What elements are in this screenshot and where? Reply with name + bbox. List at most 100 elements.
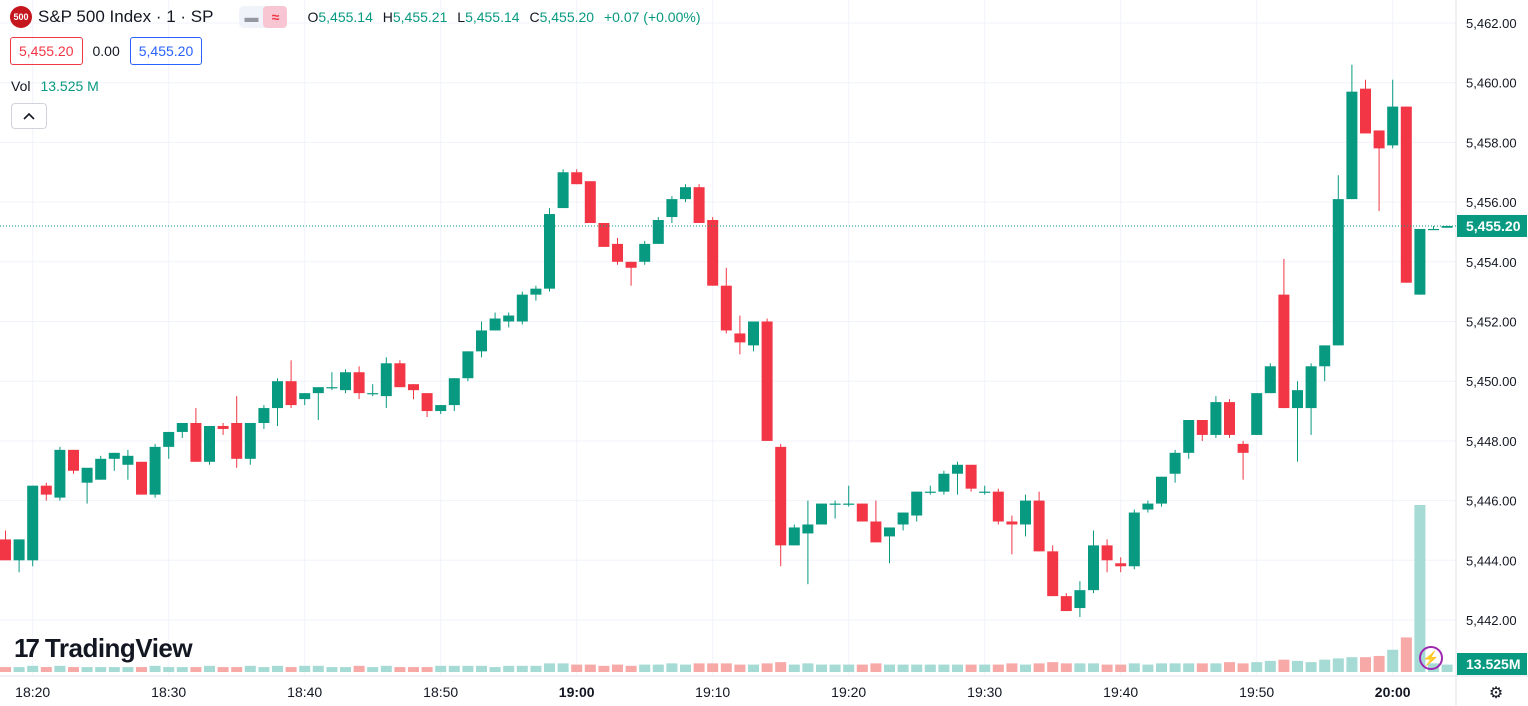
candle-body	[367, 393, 379, 395]
volume-bar	[693, 663, 705, 672]
candle-body	[584, 181, 596, 223]
candle-body	[1278, 294, 1290, 409]
last-price-badge	[1457, 214, 1527, 237]
volume-bar	[1251, 662, 1263, 672]
candle-body	[176, 422, 188, 432]
last-price-label: 5,455.20	[1466, 218, 1521, 234]
y-tick-label: 5,458.00	[1466, 135, 1517, 150]
volume-bar	[557, 663, 569, 672]
candle-body	[1060, 596, 1072, 612]
volume-bar	[272, 665, 283, 672]
volume-value: 13.525 M	[40, 78, 99, 94]
candle-body	[81, 467, 93, 483]
candle-body	[462, 351, 474, 379]
x-tick-label: 18:20	[15, 684, 50, 700]
candle-body	[544, 214, 555, 289]
volume-bar	[1169, 663, 1181, 672]
y-tick-label: 5,462.00	[1466, 16, 1517, 31]
candle-body	[856, 503, 868, 522]
volume-bar	[911, 664, 923, 672]
volume-bar	[149, 665, 161, 672]
tradingview-logo-icon: 17	[14, 633, 40, 663]
tradingview-logo[interactable]: 17 TradingView	[14, 633, 193, 664]
sp500-badge-icon: 500	[10, 6, 32, 28]
candle-body	[1115, 563, 1127, 567]
volume-legend: Vol 13.525 M	[11, 78, 99, 94]
volume-bar	[54, 665, 66, 672]
volume-bar	[1264, 660, 1276, 672]
candle-body	[380, 363, 392, 397]
volume-bar	[95, 667, 107, 672]
x-tick-label: 18:30	[151, 684, 186, 700]
lightning-icon[interactable]: ⚡	[1419, 646, 1443, 670]
hide-legend-icon[interactable]: ▬	[244, 9, 259, 25]
buy-button[interactable]: 5,455.20	[129, 37, 203, 65]
spread-value: 0.00	[92, 43, 120, 59]
open-label: O	[307, 9, 319, 25]
volume-bar	[1441, 664, 1453, 672]
candle-body	[952, 464, 963, 474]
ohlc-values: O5,455.14 H5,455.21 L5,455.14 C5,455.20 …	[307, 9, 706, 25]
candle-body	[897, 512, 909, 525]
volume-bar	[897, 664, 909, 672]
volume-bar	[353, 665, 365, 672]
volume-bar	[503, 665, 515, 672]
candle-body	[272, 381, 283, 409]
symbol-title[interactable]: S&P 500 Index · 1 · SP	[38, 7, 214, 26]
candle-body	[802, 524, 814, 534]
volume-bar	[1237, 663, 1249, 672]
volume-bar	[1332, 658, 1344, 672]
volume-bar	[625, 665, 637, 672]
candle-body	[408, 384, 419, 391]
volume-bar	[394, 667, 406, 672]
y-tick-label: 5,446.00	[1466, 494, 1517, 509]
volume-bar	[707, 663, 719, 672]
candle-body	[911, 491, 923, 516]
volume-bar	[544, 663, 555, 672]
candle-body	[340, 372, 351, 391]
volume-bar	[1088, 663, 1099, 672]
candle-body	[1360, 88, 1371, 134]
compare-wave-icon[interactable]: ≈	[263, 6, 288, 28]
volume-bar	[816, 664, 827, 672]
volume-bar	[1128, 663, 1140, 672]
candle-body	[1169, 452, 1181, 474]
collapse-legend-button[interactable]	[11, 103, 47, 129]
sell-button[interactable]: 5,455.20	[10, 37, 83, 65]
logo-text: TradingView	[44, 633, 193, 663]
volume-bar	[516, 665, 528, 672]
volume-bar	[924, 664, 936, 672]
volume-bar	[1305, 662, 1317, 672]
volume-bar	[884, 664, 895, 672]
x-tick-label: 19:30	[967, 684, 1002, 700]
volume-bar	[979, 664, 991, 672]
low-value: 5,455.14	[465, 9, 520, 25]
candle-body	[1128, 512, 1140, 567]
volume-bar	[788, 664, 800, 672]
candle-body	[843, 503, 855, 505]
volume-bar	[435, 665, 447, 672]
candle-body	[639, 243, 651, 262]
candle-body	[530, 288, 542, 295]
volume-bar	[136, 667, 147, 672]
settings-gear-icon[interactable]: ⚙	[1488, 685, 1504, 702]
candle-body	[652, 220, 664, 244]
candle-body	[707, 220, 719, 286]
volume-bar	[1210, 663, 1222, 672]
open-value: 5,455.14	[318, 9, 373, 25]
volume-bar	[1047, 662, 1059, 672]
y-tick-label: 5,442.00	[1466, 613, 1517, 628]
candle-body	[40, 485, 52, 495]
x-tick-label: 19:50	[1239, 684, 1274, 700]
volume-bar	[1060, 663, 1072, 672]
candle-body	[829, 503, 841, 505]
volume-bar	[190, 667, 202, 672]
candle-body	[1414, 228, 1426, 295]
volume-bar	[408, 667, 419, 672]
candle-body	[1006, 521, 1018, 525]
candle-body	[1101, 545, 1113, 561]
volume-bar	[1346, 657, 1358, 672]
volume-bar	[326, 667, 338, 672]
candle-body	[326, 387, 338, 389]
